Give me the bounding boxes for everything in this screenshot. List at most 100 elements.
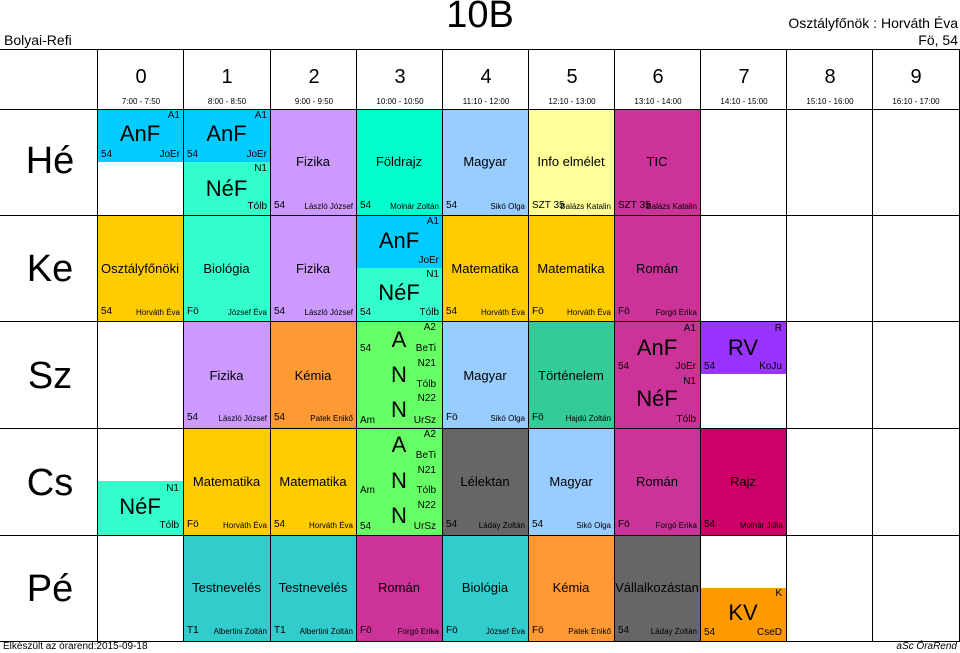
period-time: 11:10 - 12:00 [462,97,510,106]
lesson-fizika[interactable]: Fizika 54 László József [270,215,356,321]
period-number: 8 [824,66,836,88]
subject-label: Kémia [294,368,332,383]
teacher-label: Sikó Olga [490,202,525,211]
lesson-anf-nef[interactable]: A1 AnF 54 JoEr N1 NéF Tólb [183,109,270,215]
lesson-testneveles[interactable]: Testnevelés T1 Albertini Zoltán [270,535,356,641]
lesson-fizika[interactable]: Fizika 54 László József [270,109,356,215]
lesson-roman[interactable]: Román Fö Forgó Erika [614,428,700,535]
room-label: 54 [704,361,716,372]
subject-label: KV [728,600,758,625]
subject-label: Román [636,474,678,489]
group-label: A2 [423,322,436,333]
period-number: 2 [308,66,320,88]
subject-label: Matematika [279,474,347,489]
period-number: 9 [910,66,922,88]
room-label: 54 [274,412,286,423]
lesson-tortenelem[interactable]: Történelem Fö Hajdú Zoltán [528,321,614,428]
teacher-label: Balázs Katalin [560,202,611,211]
room-label: Am [360,415,375,426]
room-label: 54 [360,343,372,354]
teacher-label: KoJu [759,361,782,372]
room-label: Fö [618,306,630,317]
subject-label: Osztályfőnöki [100,261,180,276]
lesson-roman[interactable]: Román Fö Forgó Erika [356,535,442,641]
lesson-magyar[interactable]: Magyar Fö Sikó Olga [442,321,528,428]
room-label: T1 [187,625,199,636]
teacher-label: Horváth Éva [480,308,525,317]
head-teacher: Osztályfőnök : Horváth Éva [788,15,958,31]
lesson-kv[interactable]: K KV 54 CseD [700,588,786,641]
room-label: Fö [187,306,199,317]
lesson-matematika[interactable]: Matematika 54 Horváth Éva [442,215,528,321]
lesson-matematika[interactable]: Matematika 54 Horváth Éva [270,428,356,535]
subject-label: AnF [378,228,420,253]
room-label: 54 [704,627,716,638]
room-label: Fö [360,625,372,636]
subject-label: NéF [205,176,248,201]
subject-label: Fizika [209,368,244,383]
period-time: 7:00 - 7:50 [121,97,161,106]
lesson-roman[interactable]: Román Fö Forgó Erika [614,215,700,321]
room-label: SZT 35 [618,200,651,211]
room-label: Fö [532,625,544,636]
teacher-label: Molnár Zoltán [390,202,439,211]
lesson-rajz[interactable]: Rajz 54 Molnár Júlia [700,428,786,535]
lesson-magyar[interactable]: Magyar 54 Sikó Olga [442,109,528,215]
lesson-osztalyfonoki[interactable]: Osztályfőnöki 54 Horváth Éva [97,215,183,321]
period-time: 13:10 - 14:00 [634,97,682,106]
period-time: 9:00 - 9:50 [294,97,334,106]
lesson-language-groups[interactable]: A2 A 54 BeTi N21 N Tólb N22 N Am UrSz [356,321,442,428]
subject-label: Román [636,261,678,276]
lesson-lelektan[interactable]: Lélektan 54 Láday Zoltán [442,428,528,535]
lesson-nef[interactable]: N1 NéF Tólb [97,481,183,535]
lesson-magyar[interactable]: Magyar 54 Sikó Olga [528,428,614,535]
group-label: A1 [254,110,267,121]
room-label: 54 [360,200,372,211]
lesson-matematika[interactable]: Matematika Fö Horváth Éva [528,215,614,321]
lesson-testneveles[interactable]: Testnevelés T1 Albertini Zoltán [183,535,270,641]
lesson-vallalkozastan[interactable]: Vállalkozástan 54 Láday Zoltán [614,535,700,641]
teacher-label: UrSz [413,521,436,532]
period-number: 7 [738,66,750,88]
subject-label: RV [727,335,759,360]
lesson-anf-nef[interactable]: A1 AnF 54 JoEr N1 NéF Tólb [614,321,700,428]
lesson-info[interactable]: Info elmélet SZT 35 Balázs Katalin [528,109,614,215]
subject-label: Info elmélet [537,154,605,169]
period-time: 15:10 - 16:00 [806,97,854,106]
subject-label: Magyar [463,368,507,383]
subject-label: TIC [646,154,668,169]
subject-label: Matematika [537,261,605,276]
teacher-label: Tólb [159,520,179,531]
lesson-kemia[interactable]: Kémia 54 Patek Enikő [270,321,356,428]
lesson-foldrajz[interactable]: Földrajz 54 Molnár Zoltán [356,109,442,215]
teacher-label: Forgó Erika [655,521,697,530]
day-label-monday: Hé [25,140,75,182]
school-name: Bolyai-Refi [4,32,72,48]
lesson-matematika[interactable]: Matematika Fö Horváth Éva [183,428,270,535]
period-time: 12:10 - 13:00 [548,97,596,106]
subject-label: Testnevelés [192,580,261,595]
teacher-label: Tólb [419,307,439,318]
teacher-label: József Éva [485,627,525,636]
group-label: N1 [683,376,696,387]
group-label: N21 [417,465,436,476]
lesson-kemia[interactable]: Kémia Fö Patek Enikő [528,535,614,641]
lesson-biologia[interactable]: Biológia Fö József Éva [183,215,270,321]
lesson-anf-nef[interactable]: A1 AnF JoEr N1 NéF 54 Tólb [356,215,442,321]
subject-label: NéF [636,386,678,411]
teacher-label: Horváth Éva [308,521,353,530]
subject-label: Biológia [461,580,509,595]
lesson-anf[interactable]: A1 AnF 54 JoEr [97,109,183,215]
lesson-biologia[interactable]: Biológia Fö József Éva [442,535,528,641]
subject-label: A [391,327,407,352]
lesson-fizika[interactable]: Fizika 54 László József [183,321,270,428]
lesson-rv[interactable]: R RV 54 KoJu [700,321,786,374]
subject-label: Testnevelés [278,580,348,595]
room-label: 54 [532,519,544,530]
lesson-language-groups[interactable]: A2 A BeTi N21 N Am Tólb N22 N 54 UrSz [356,428,442,535]
teacher-label: BeTi [415,343,436,354]
lesson-tic[interactable]: TIC SZT 35 Balázs Katalin [614,109,700,215]
day-label-tuesday: Ke [26,248,74,290]
subject-label: NéF [119,494,161,519]
